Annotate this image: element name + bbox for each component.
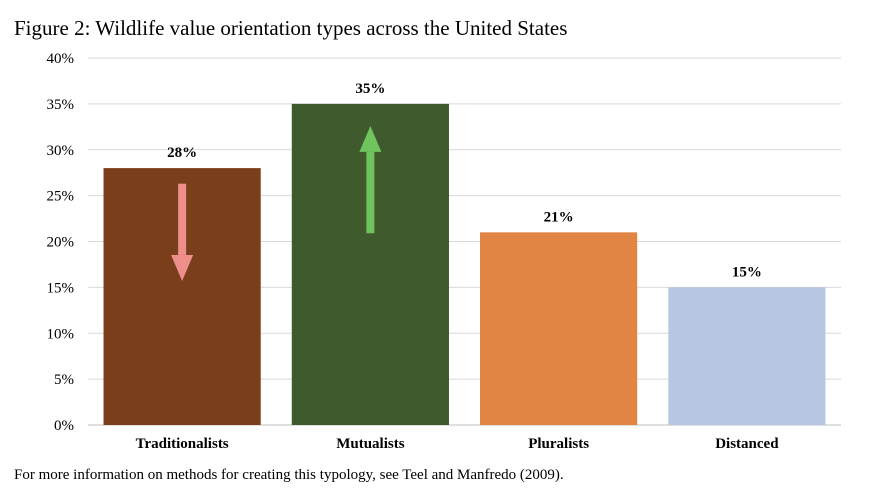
trend-arrows xyxy=(171,125,382,281)
y-tick-label: 40% xyxy=(47,51,75,67)
x-axis-ticks: Traditionalists Mutualists Pluralists Dista… xyxy=(136,436,780,452)
arrow-shaft xyxy=(178,183,187,255)
data-label: 35% xyxy=(355,81,385,97)
down-arrow-icon xyxy=(171,183,194,281)
arrow-head xyxy=(359,125,382,152)
x-tick-label: Pluralists xyxy=(528,436,589,452)
data-labels: 28% 35% 21% 15% xyxy=(167,81,762,281)
up-arrow-icon xyxy=(359,125,382,234)
x-tick-label: Mutualists xyxy=(336,436,405,452)
x-tick-label: Distanced xyxy=(715,436,779,452)
figure-title: Figure 2: Wildlife value orientation typ… xyxy=(14,16,568,40)
y-tick-label: 25% xyxy=(47,189,75,205)
y-tick-label: 10% xyxy=(47,326,75,342)
arrow-head xyxy=(171,254,194,281)
data-label: 28% xyxy=(167,145,197,161)
x-tick-label: Traditionalists xyxy=(136,436,229,452)
y-tick-label: 15% xyxy=(47,280,75,296)
bar-pluralists xyxy=(480,232,638,425)
y-tick-label: 20% xyxy=(47,235,75,251)
arrow-shaft xyxy=(366,151,375,234)
bars xyxy=(103,103,826,425)
y-tick-label: 0% xyxy=(54,418,74,434)
bar-distanced xyxy=(668,287,826,425)
y-tick-label: 35% xyxy=(47,97,75,113)
data-label: 15% xyxy=(732,264,762,280)
y-axis-ticks: 0% 5% 10% 15% 20% 25% 30% 35% 40% xyxy=(47,51,75,434)
y-tick-label: 30% xyxy=(47,143,75,159)
data-label: 21% xyxy=(544,209,574,225)
figure-note: For more information on methods for crea… xyxy=(14,467,564,483)
y-tick-label: 5% xyxy=(54,372,74,388)
